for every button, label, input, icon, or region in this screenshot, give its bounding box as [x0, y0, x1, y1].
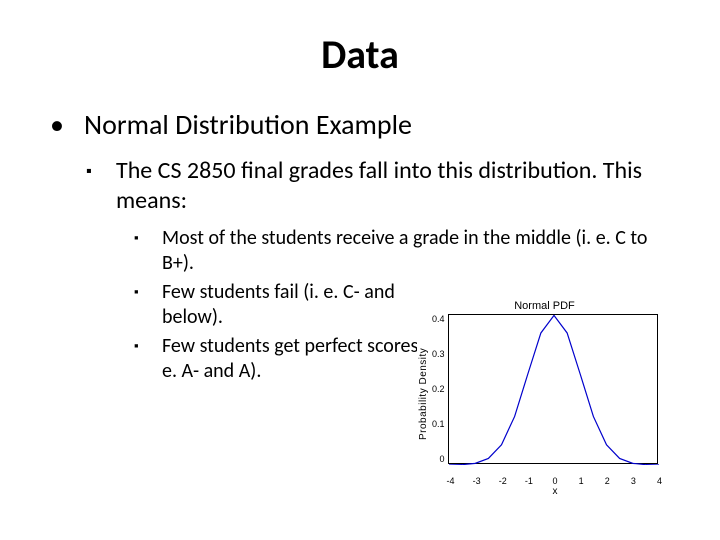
xtick: 0	[550, 476, 561, 486]
level3a-text: Most of the students receive a grade in …	[162, 226, 680, 276]
bullet-level3: ▪ Most of the students receive a grade i…	[134, 226, 680, 276]
level2-text: The CS 2850 final grades fall into this …	[116, 156, 680, 216]
level3b-text: Few students fail (i. e. C- and below).	[162, 280, 442, 330]
chart-plot	[448, 314, 658, 464]
bullet-square-icon: ▪	[86, 156, 116, 216]
chart-xticks: -4 -3 -2 -1 0 1 2 3 4	[450, 476, 660, 486]
chart-yticks: 0.4 0.3 0.2 0.1 0	[430, 314, 448, 464]
bullet-level2: ▪ The CS 2850 final grades fall into thi…	[86, 156, 680, 216]
level1-text: Normal Distribution Example	[84, 107, 412, 142]
xtick: -3	[471, 476, 482, 486]
normal-pdf-chart: Normal PDF Probability Density 0.4 0.3 0…	[417, 300, 672, 495]
chart-title: Normal PDF	[417, 300, 672, 312]
slide-title: Data	[40, 30, 680, 79]
ytick: 0.4	[432, 314, 445, 324]
ytick: 0.3	[432, 349, 445, 359]
bullet-square-icon: ▪	[134, 280, 162, 330]
ytick: 0.1	[432, 419, 445, 429]
ytick: 0	[432, 454, 445, 464]
xtick: -2	[497, 476, 508, 486]
xtick: -1	[523, 476, 534, 486]
xtick: 2	[602, 476, 613, 486]
bullet-square-icon: ▪	[134, 334, 162, 384]
bullet-level1: • Normal Distribution Example	[50, 107, 680, 142]
chart-xlabel: x	[450, 486, 660, 497]
chart-line-svg	[449, 315, 659, 465]
chart-ylabel: Probability Density	[417, 314, 430, 474]
xtick: 1	[576, 476, 587, 486]
ytick: 0.2	[432, 384, 445, 394]
xtick: 4	[654, 476, 665, 486]
level3c-text: Few students get perfect scores (i. e. A…	[162, 334, 442, 384]
xtick: -4	[445, 476, 456, 486]
bullet-square-icon: ▪	[134, 226, 162, 276]
bullet-dot-icon: •	[50, 107, 84, 142]
xtick: 3	[628, 476, 639, 486]
chart-plot-area: Probability Density 0.4 0.3 0.2 0.1 0	[417, 314, 672, 474]
